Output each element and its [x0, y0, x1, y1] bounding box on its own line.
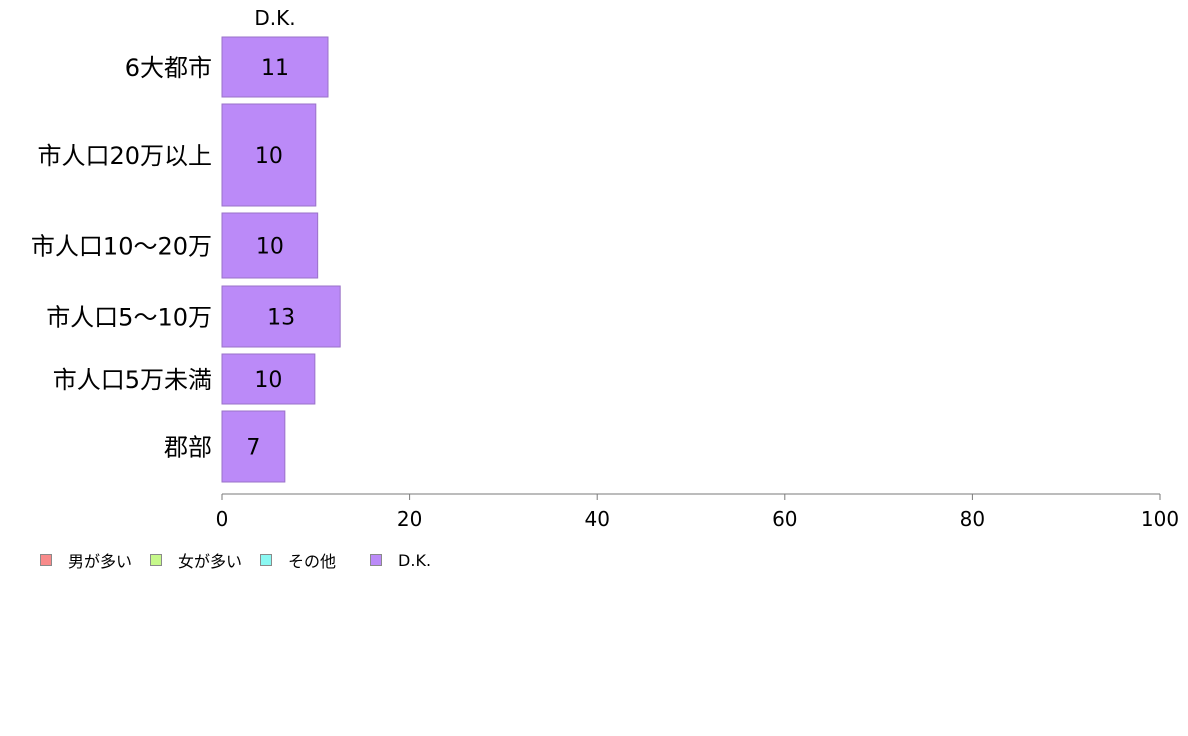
stacked-bar-chart: 11 10 10 13 10 7 6大都市市人口20万以上市人口10～20万市人口5～10…	[31, 6, 1179, 531]
bar-value-label: 13	[267, 306, 295, 331]
legend-label-other: その他	[288, 552, 337, 571]
top-series-label: D.K.	[254, 6, 295, 30]
bar-value-label: 10	[256, 235, 284, 260]
bar-3-5	[221, 410, 286, 483]
bar-3-2	[221, 212, 319, 279]
legend-swatch-other	[260, 554, 273, 566]
x-tick-label: 40	[584, 507, 609, 531]
legend-item-dk: D.K.	[370, 551, 431, 570]
category-label: 6大都市	[125, 54, 212, 82]
bar-value-label: 7	[246, 436, 260, 461]
x-tick-label: 20	[397, 507, 422, 531]
x-tick-label: 0	[216, 507, 229, 531]
x-tick-label: 80	[960, 507, 985, 531]
bar-value-label: 10	[254, 368, 282, 393]
x-tick-label: 100	[1141, 507, 1179, 531]
legend-swatch-female	[150, 554, 163, 566]
legend-label-male: 男が多い	[68, 552, 133, 571]
bar-3-4	[221, 353, 316, 405]
category-label: 市人口20万以上	[37, 142, 212, 170]
category-label: 市人口5～10万	[46, 304, 212, 332]
legend-label-female: 女が多い	[178, 552, 243, 571]
legend-item-male: 男が多い	[40, 548, 132, 572]
x-tick-label: 60	[772, 507, 797, 531]
bar-3-1	[221, 103, 317, 207]
bar-3-0	[221, 36, 329, 98]
category-label: 市人口10～20万	[31, 233, 212, 261]
legend-swatch-dk	[370, 554, 383, 566]
bar-3-3	[221, 285, 341, 348]
bar-value-label: 10	[255, 144, 283, 169]
bar-value-label: 11	[261, 56, 289, 81]
legend-swatch-male	[40, 554, 52, 566]
legend-item-other: その他	[260, 548, 336, 572]
chart-legend: 男が多い 女が多い その他 D.K.	[40, 548, 449, 572]
category-label: 郡部	[164, 434, 212, 462]
legend-item-female: 女が多い	[150, 548, 242, 572]
category-label: 市人口5万未満	[53, 366, 212, 394]
legend-label-dk: D.K.	[398, 550, 432, 570]
